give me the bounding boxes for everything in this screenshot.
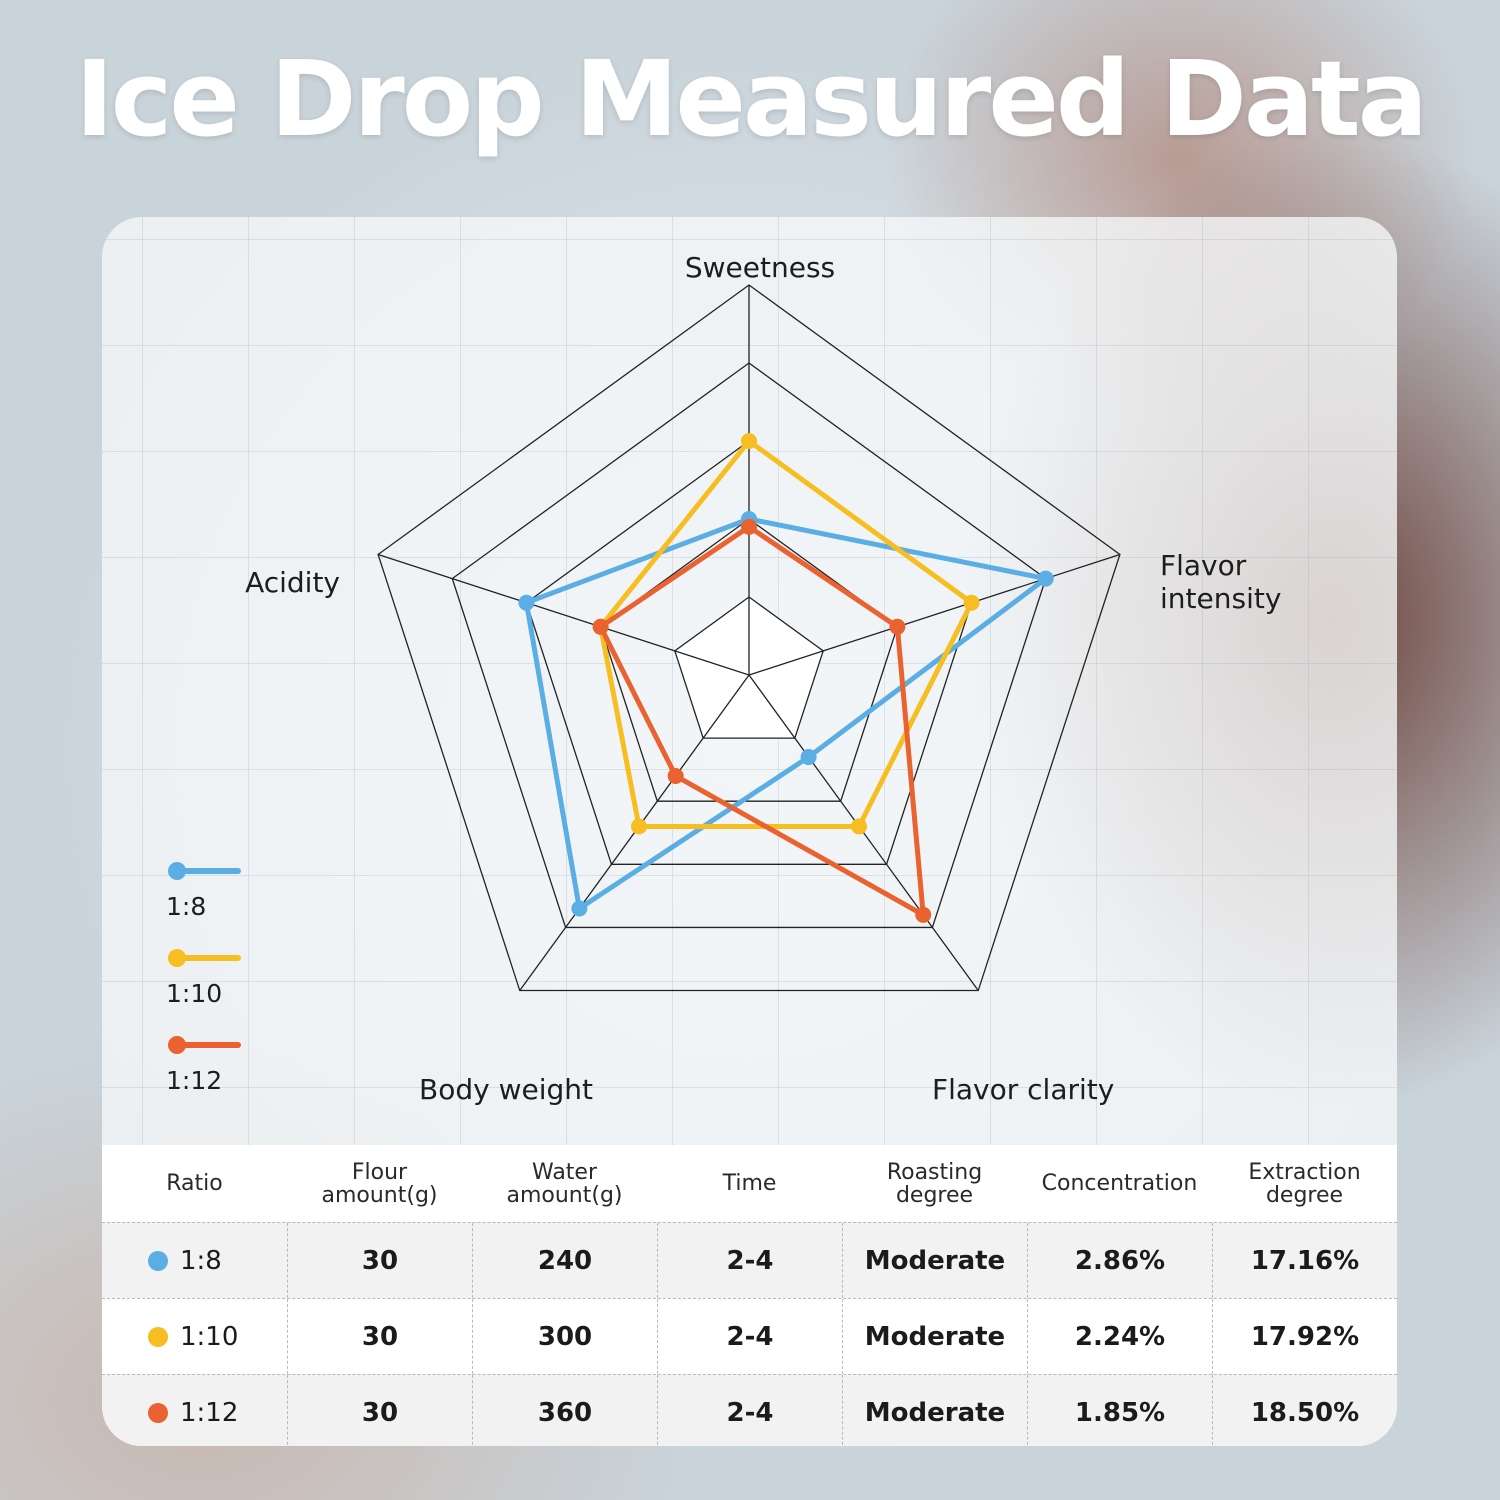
legend-swatch-dot — [168, 949, 186, 967]
table-row: 1:8 30 240 2-4 Moderate 2.86% 17.16% — [102, 1222, 1397, 1298]
cell-flour: 30 — [287, 1223, 472, 1298]
cell-time: 2-4 — [657, 1223, 842, 1298]
column-header: Water amount(g) — [506, 1159, 623, 1208]
point-1-12-acidity — [592, 618, 609, 635]
ratio-cell: 1:8 — [102, 1223, 287, 1298]
ratio-dot-icon — [148, 1250, 168, 1271]
table-row: 1:12 30 360 2-4 Moderate 1.85% 18.50% — [102, 1374, 1397, 1446]
cell-flour: 30 — [287, 1375, 472, 1446]
axis-label-flavor-clarity: Flavor clarity — [932, 1073, 1114, 1106]
table-body: 1:8 30 240 2-4 Moderate 2.86% 17.16% 1:10 30 300 2… — [102, 1222, 1397, 1446]
point-1-10-flavor-intensity — [963, 594, 980, 611]
point-1-8-acidity — [518, 594, 535, 611]
axis-label-body-weight: Body weight — [419, 1073, 593, 1106]
legend-item-1-8: 1:8 — [166, 862, 241, 921]
ratio-cell: 1:10 — [102, 1299, 287, 1374]
point-1-8-flavor-intensity — [1037, 570, 1054, 587]
column-header: Flour amount(g) — [321, 1159, 438, 1208]
column-header: Roasting degree — [886, 1159, 983, 1208]
grid-ring-5 — [377, 284, 1121, 992]
point-1-12-flavor-intensity — [889, 618, 906, 635]
ratio-label: 1:8 — [180, 1245, 222, 1276]
legend: 1:8 1:10 1:12 — [166, 862, 241, 1095]
column-header: Concentration — [1041, 1171, 1198, 1196]
series-line-1-12 — [598, 524, 926, 918]
ratio-dot-icon — [148, 1326, 168, 1347]
cell-time: 2-4 — [657, 1375, 842, 1446]
cell-water: 300 — [472, 1299, 657, 1374]
point-1-10-sweetness — [741, 433, 757, 449]
table-header: Ratio Flour amount(g) Water amount(g) Time Roa… — [102, 1145, 1397, 1222]
series-line-1-10 — [598, 438, 975, 829]
chart-panel: Sweetness Flavor intensity Flavor clarity Bo… — [102, 217, 1397, 1446]
cell-water: 360 — [472, 1375, 657, 1446]
column-header: Extraction degree — [1248, 1159, 1361, 1208]
ratio-dot-icon — [148, 1402, 168, 1423]
point-1-10-body-weight — [630, 818, 647, 835]
cell-extraction: 17.92% — [1212, 1299, 1397, 1374]
legend-item-1-10: 1:10 — [166, 949, 241, 1008]
series-line-1-8 — [523, 516, 1049, 911]
column-header: Ratio — [166, 1171, 223, 1196]
column-header: Time — [722, 1171, 777, 1196]
cell-concentration: 1.85% — [1027, 1375, 1212, 1446]
radar-chart: Sweetness Flavor intensity Flavor clarity Bo… — [166, 251, 1281, 1106]
axis-label-sweetness: Sweetness — [685, 251, 835, 284]
point-1-12-body-weight — [667, 767, 684, 784]
legend-label: 1:10 — [166, 979, 222, 1008]
legend-label: 1:8 — [166, 892, 206, 921]
legend-swatch-dot — [168, 1036, 186, 1054]
cell-time: 2-4 — [657, 1299, 842, 1374]
grid-spoke-5 — [377, 553, 750, 676]
legend-item-1-12: 1:12 — [166, 1036, 241, 1095]
grid-ring-4 — [451, 362, 1047, 929]
radar-series — [518, 433, 1054, 923]
cell-extraction: 17.16% — [1212, 1223, 1397, 1298]
data-table: Ratio Flour amount(g) Water amount(g) Time Roa… — [102, 1145, 1397, 1446]
radar-grid — [377, 284, 1121, 992]
point-1-8-body-weight — [571, 900, 588, 917]
axis-label-flavor-intensity: Flavor intensity — [1160, 549, 1281, 615]
axis-labels: Sweetness Flavor intensity Flavor clarity Bo… — [245, 251, 1281, 1106]
cell-roasting: Moderate — [842, 1375, 1027, 1446]
ratio-label: 1:12 — [180, 1397, 239, 1428]
series-1-12 — [592, 518, 932, 923]
cell-roasting: Moderate — [842, 1223, 1027, 1298]
point-1-12-flavor-clarity — [915, 906, 932, 923]
cell-concentration: 2.86% — [1027, 1223, 1212, 1298]
legend-label: 1:12 — [166, 1066, 222, 1095]
cell-extraction: 18.50% — [1212, 1375, 1397, 1446]
point-1-10-flavor-clarity — [851, 818, 868, 835]
cell-water: 240 — [472, 1223, 657, 1298]
cell-concentration: 2.24% — [1027, 1299, 1212, 1374]
table-row: 1:10 30 300 2-4 Moderate 2.24% 17.92% — [102, 1298, 1397, 1374]
point-1-8-flavor-clarity — [800, 749, 817, 766]
page-title: Ice Drop Measured Data — [75, 38, 1428, 160]
ratio-cell: 1:12 — [102, 1375, 287, 1446]
point-1-12-sweetness — [741, 518, 757, 535]
axis-label-acidity: Acidity — [245, 566, 340, 599]
legend-swatch-dot — [168, 862, 186, 880]
grid-spoke-2 — [748, 553, 1121, 676]
cell-flour: 30 — [287, 1299, 472, 1374]
ratio-label: 1:10 — [180, 1321, 239, 1352]
cell-roasting: Moderate — [842, 1299, 1027, 1374]
